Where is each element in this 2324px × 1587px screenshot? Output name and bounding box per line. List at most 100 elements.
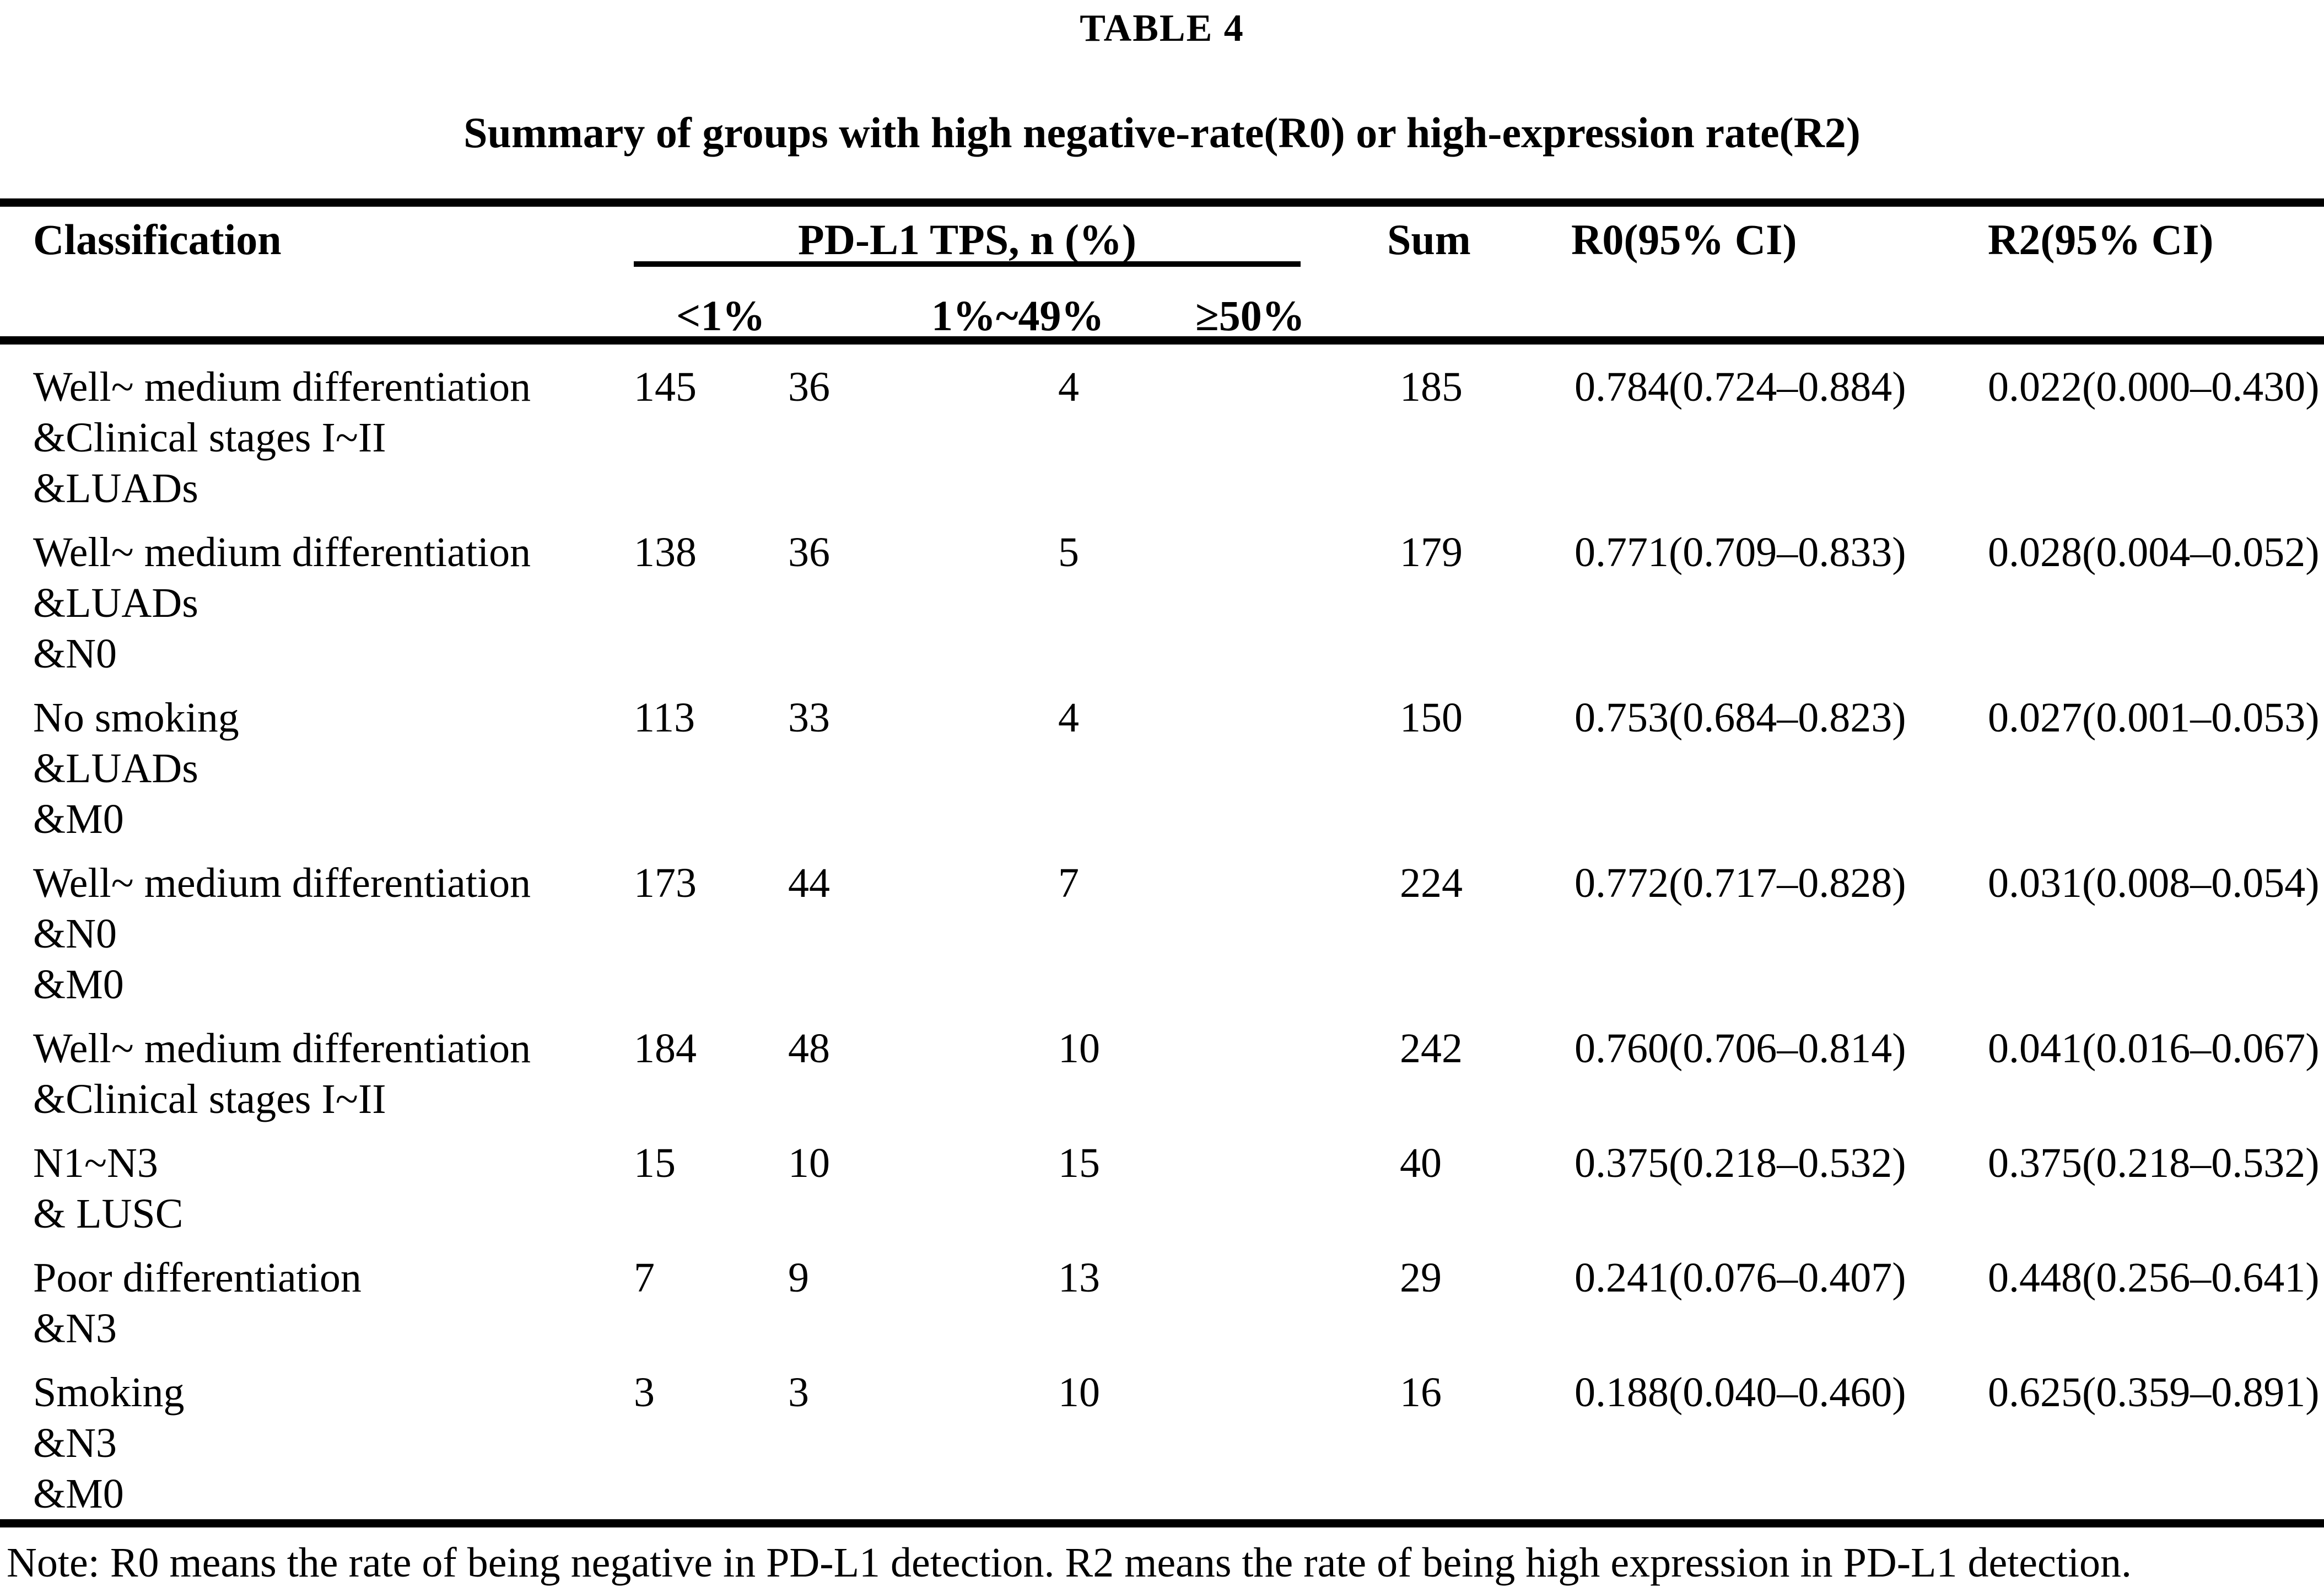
cell-tps-lt1: 184 — [634, 1025, 697, 1072]
classification-cell: No smoking &LUADs &M0 — [0, 692, 2324, 844]
classification-cell: N1~N3 & LUSC — [0, 1138, 2324, 1239]
table-caption: Summary of groups with high negative-rat… — [463, 109, 1861, 157]
classification-line: Smoking — [33, 1369, 185, 1416]
cell-r0-ci: 0.188(0.040–0.460) — [1575, 1369, 1906, 1416]
cell-r2-ci: 0.448(0.256–0.641) — [1988, 1255, 2320, 1301]
classification-cell: Well~ medium differentiation &Clinical s… — [0, 362, 2324, 514]
col-header-r0: R0(95% CI) — [1571, 216, 1797, 263]
cell-tps-1-49: 3 — [788, 1369, 809, 1416]
col-header-classification: Classification — [33, 216, 282, 263]
cell-sum: 179 — [1400, 529, 1463, 575]
cell-r0-ci: 0.760(0.706–0.814) — [1575, 1025, 1906, 1072]
cell-tps-lt1: 7 — [634, 1255, 655, 1301]
cell-sum: 150 — [1400, 695, 1463, 741]
classification-line: &M0 — [33, 1471, 124, 1517]
col-header-pdl1-tps: PD-L1 TPS, n (%) — [798, 216, 1136, 263]
cell-tps-lt1: 3 — [634, 1369, 655, 1416]
cell-r2-ci: 0.625(0.359–0.891) — [1988, 1369, 2320, 1416]
table-row: N1~N3 & LUSC 15 10 15 40 0.375(0.218–0.5… — [0, 1138, 2324, 1239]
cell-tps-ge50: 15 — [1058, 1140, 1100, 1186]
rule-top — [0, 198, 2324, 207]
cell-r2-ci: 0.031(0.008–0.054) — [1988, 860, 2320, 906]
classification-line: &LUADs — [33, 745, 198, 792]
table-number-title: TABLE 4 — [1080, 7, 1244, 50]
classification-line: &N0 — [33, 631, 117, 677]
col-subheader-ge50pct: ≥50% — [1195, 292, 1305, 340]
cell-tps-lt1: 145 — [634, 364, 697, 410]
cell-r0-ci: 0.753(0.684–0.823) — [1575, 695, 1906, 741]
cell-tps-ge50: 4 — [1058, 364, 1079, 410]
cell-tps-ge50: 10 — [1058, 1025, 1100, 1072]
cell-r0-ci: 0.771(0.709–0.833) — [1575, 529, 1906, 575]
cell-tps-1-49: 36 — [788, 364, 830, 410]
cell-tps-ge50: 13 — [1058, 1255, 1100, 1301]
cell-r2-ci: 0.027(0.001–0.053) — [1988, 695, 2320, 741]
cell-tps-ge50: 10 — [1058, 1369, 1100, 1416]
cell-r0-ci: 0.375(0.218–0.532) — [1575, 1140, 1906, 1186]
classification-cell: Well~ medium differentiation &LUADs &N0 — [0, 527, 2324, 679]
cell-r0-ci: 0.241(0.076–0.407) — [1575, 1255, 1906, 1301]
classification-line: &Clinical stages I~II — [33, 415, 386, 461]
cell-sum: 185 — [1400, 364, 1463, 410]
cell-tps-1-49: 48 — [788, 1025, 830, 1072]
classification-line: No smoking — [33, 695, 239, 741]
cell-r0-ci: 0.784(0.724–0.884) — [1575, 364, 1906, 410]
col-subheader-lt1pct: <1% — [676, 292, 765, 340]
cell-sum: 16 — [1400, 1369, 1442, 1416]
cell-r2-ci: 0.028(0.004–0.052) — [1988, 529, 2320, 575]
classification-line: &N3 — [33, 1420, 117, 1466]
cell-r2-ci: 0.041(0.016–0.067) — [1988, 1025, 2320, 1072]
classification-cell: Poor differentiation &N3 — [0, 1252, 2324, 1354]
classification-line: Well~ medium differentiation — [33, 364, 531, 410]
classification-line: &N0 — [33, 911, 117, 957]
classification-cell: Smoking &N3 &M0 — [0, 1367, 2324, 1519]
cell-tps-lt1: 15 — [634, 1140, 676, 1186]
cell-tps-ge50: 4 — [1058, 695, 1079, 741]
cell-sum: 29 — [1400, 1255, 1442, 1301]
classification-line: & LUSC — [33, 1191, 184, 1237]
col-header-r2: R2(95% CI) — [1988, 216, 2214, 263]
classification-line: N1~N3 — [33, 1140, 158, 1186]
classification-line: Poor differentiation — [33, 1255, 362, 1301]
table-row: No smoking &LUADs &M0 113 33 4 150 0.753… — [0, 692, 2324, 844]
table-row: Well~ medium differentiation &Clinical s… — [0, 362, 2324, 514]
classification-line: Well~ medium differentiation — [33, 860, 531, 906]
cell-tps-1-49: 10 — [788, 1140, 830, 1186]
cell-sum: 242 — [1400, 1025, 1463, 1072]
classification-line: &N3 — [33, 1305, 117, 1352]
table-footnote: Note: R0 means the rate of being negativ… — [7, 1540, 2132, 1586]
classification-line: &LUADs — [33, 465, 198, 512]
cell-sum: 224 — [1400, 860, 1463, 906]
classification-line: &M0 — [33, 796, 124, 842]
classification-line: Well~ medium differentiation — [33, 529, 531, 575]
cell-tps-lt1: 113 — [634, 695, 695, 741]
cell-r2-ci: 0.022(0.000–0.430) — [1988, 364, 2320, 410]
cell-r2-ci: 0.375(0.218–0.532) — [1988, 1140, 2320, 1186]
cell-tps-1-49: 33 — [788, 695, 830, 741]
table-row: Smoking &N3 &M0 3 3 10 16 0.188(0.040–0.… — [0, 1367, 2324, 1519]
classification-cell: Well~ medium differentiation &N0 &M0 — [0, 858, 2324, 1010]
classification-line: &Clinical stages I~II — [33, 1076, 386, 1122]
rule-header-bottom — [0, 336, 2324, 345]
cell-tps-1-49: 36 — [788, 529, 830, 575]
col-header-sum: Sum — [1387, 216, 1471, 263]
rule-pdl1-spanner-underline — [634, 261, 1301, 267]
cell-tps-lt1: 138 — [634, 529, 697, 575]
cell-tps-ge50: 5 — [1058, 529, 1079, 575]
classification-line: Well~ medium differentiation — [33, 1025, 531, 1072]
cell-tps-ge50: 7 — [1058, 860, 1079, 906]
cell-tps-1-49: 9 — [788, 1255, 809, 1301]
table-row: Well~ medium differentiation &Clinical s… — [0, 1023, 2324, 1125]
classification-cell: Well~ medium differentiation &Clinical s… — [0, 1023, 2324, 1125]
table-row: Well~ medium differentiation &N0 &M0 173… — [0, 858, 2324, 1010]
table-row: Poor differentiation &N3 7 9 13 29 0.241… — [0, 1252, 2324, 1354]
cell-tps-1-49: 44 — [788, 860, 830, 906]
col-subheader-1to49pct: 1%~49% — [931, 292, 1104, 340]
cell-tps-lt1: 173 — [634, 860, 697, 906]
cell-sum: 40 — [1400, 1140, 1442, 1186]
table-body: Well~ medium differentiation &Clinical s… — [0, 362, 2324, 1532]
rule-table-bottom — [0, 1519, 2324, 1527]
classification-line: &LUADs — [33, 580, 198, 626]
cell-r0-ci: 0.772(0.717–0.828) — [1575, 860, 1906, 906]
